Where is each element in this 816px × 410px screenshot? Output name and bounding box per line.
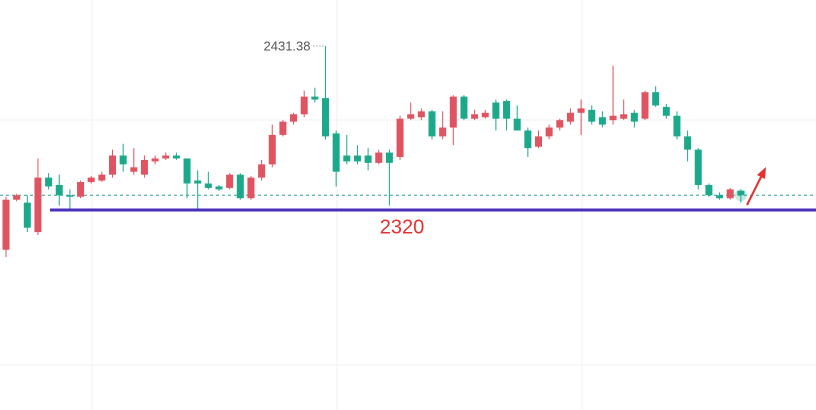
candle-body [258,164,266,178]
candle-body [204,183,212,188]
candle-body [364,155,372,163]
candle-body [716,195,724,199]
candle-body [566,112,574,122]
candle-body [598,117,606,125]
candle-body [194,180,202,184]
candle-body [109,155,116,175]
candle-body [545,127,553,137]
arrow-head [757,167,766,179]
candle-body [300,96,308,115]
candle-body [641,92,649,119]
candle-body [417,111,425,118]
candle-body [396,118,404,157]
candle-body [151,158,159,162]
candle-body [726,189,734,199]
candle-body [87,177,95,183]
candle-body [524,130,532,149]
candle-body [45,177,53,187]
candle-body [439,127,447,137]
candle-body [609,115,617,121]
candle-body [588,109,596,122]
candle-body [98,174,106,181]
candle-body [77,182,85,197]
candle-body [247,177,255,199]
candle-body [471,114,479,119]
candle-body [481,112,489,118]
candle-body [385,152,393,163]
candle-body [183,158,191,184]
candle-body [55,184,63,196]
candle-body [226,174,234,188]
candle-body [503,101,511,119]
candle-body [556,120,564,128]
candle-body [215,186,223,190]
candle-body [673,115,681,137]
high-annotation: 2431.38 [264,38,311,53]
candle-body [66,195,74,197]
candle-body [2,199,10,250]
candle-body [513,118,521,131]
candle-body [662,106,670,116]
candle-body [652,92,660,106]
candle-body [535,136,542,147]
candle-body [268,134,276,165]
candle-body [34,177,42,233]
candle-body [322,98,329,137]
candle-body [620,114,628,119]
candles [0,45,816,258]
candle-body [172,155,180,159]
candle-body [428,111,436,137]
candle-body [343,155,351,162]
candle-body [23,202,31,228]
candle-body [140,159,148,175]
arrow-shaft [746,174,763,206]
last-candle-glow [734,189,747,202]
candle-body [684,136,692,150]
candle-body [332,133,340,172]
candle-body [737,190,745,196]
candle-body [460,96,468,119]
candle-body [279,121,287,135]
candle-body [236,174,244,199]
candle-body [630,112,638,122]
candle-body [577,108,585,113]
candle-body [13,195,21,200]
candle-body [290,114,298,122]
candle-body [449,96,457,128]
candle-body [705,184,713,196]
candle-body [353,155,361,162]
candle-body [492,102,500,119]
candle-body [694,149,702,185]
candle-body [119,155,127,165]
candle-body [375,152,383,163]
candle-body [311,96,319,100]
candle-body [162,155,170,159]
candle-body [407,114,415,119]
arrow [746,167,766,206]
candle-body [130,167,138,172]
support-label: 2320 [380,216,425,238]
